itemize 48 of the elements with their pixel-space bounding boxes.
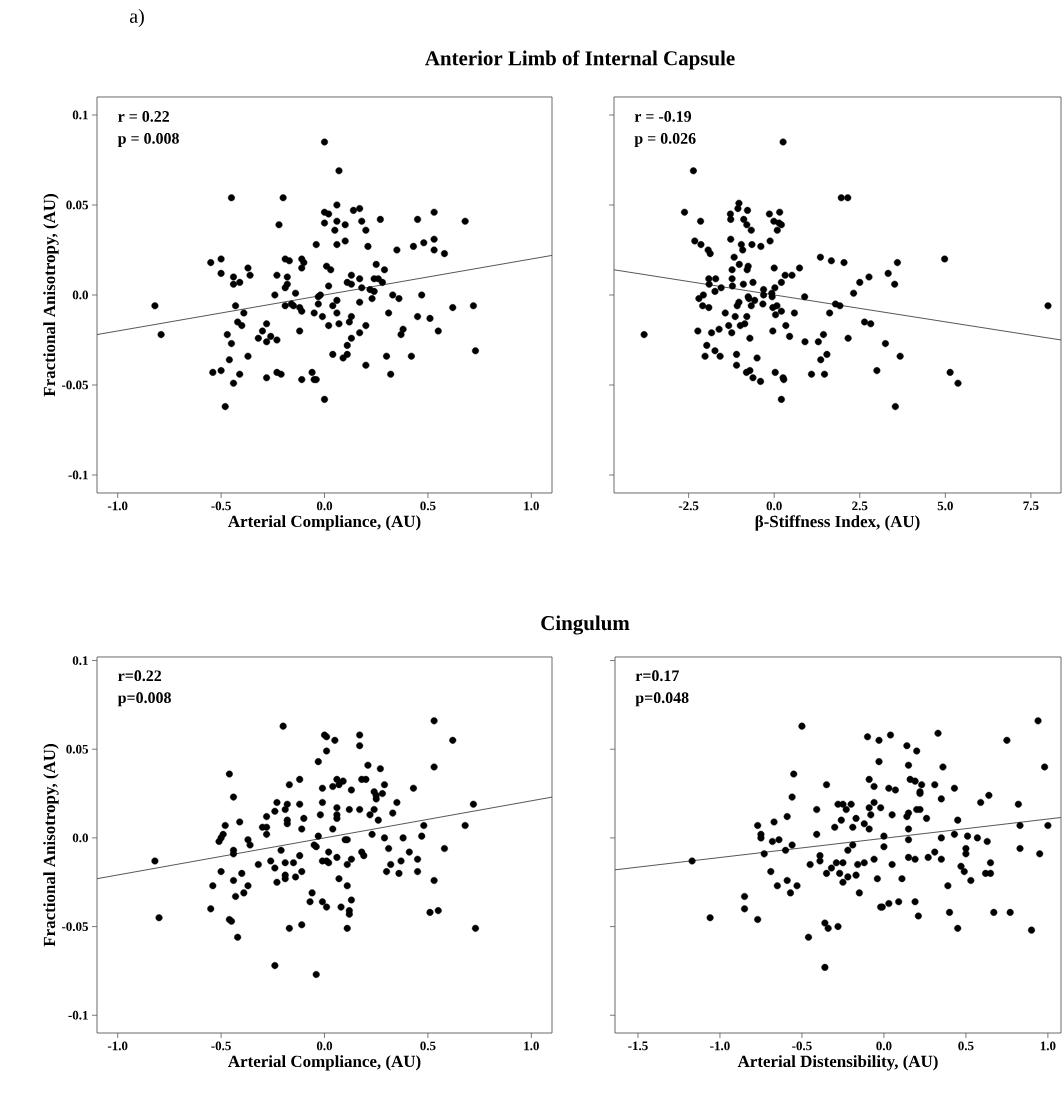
chart-subtitle: Anterior Limb of Internal Capsule [425,50,735,70]
x-tick-label: -2.5 [678,501,699,511]
x-tick-label: 0.5 [420,501,436,511]
x-tick-label: -0.5 [792,1041,812,1051]
x-tick-label: -0.5 [211,501,231,511]
annotation: p=0.008 [117,692,171,707]
x-tick-label: -1.0 [107,501,128,511]
annotation: p=0.048 [635,692,689,707]
annotation: p = 0.008 [117,133,179,148]
chart-subtitle: Cingulum [541,615,630,635]
x-tick-label: 1.0 [1040,1041,1056,1051]
x-tick-label: -0.5 [211,1041,231,1051]
y-tick-label: -0.05 [61,380,88,390]
y-axis-title: Fractional Anisotropy, (AU) [43,194,59,397]
y-tick-label: 0.0 [72,290,88,300]
y-tick-label: 0.1 [72,110,88,120]
annotation: r = -0.19 [634,111,692,122]
x-tick-label: 2.5 [852,501,868,511]
y-tick-label: 0.1 [72,656,88,665]
y-tick-label: -0.1 [68,1010,88,1020]
x-tick-label: -1.0 [107,1041,128,1051]
x-axis-title: Arterial Distensibility, (AU) [737,1055,938,1071]
y-tick-label: 0.05 [66,744,88,754]
annotation: p = 0.026 [634,133,696,148]
x-tick-label: 0.0 [766,501,782,511]
x-tick-label: 0.5 [958,1041,974,1051]
chart-title: a) [129,8,144,28]
y-tick-label: 0.0 [72,833,88,843]
annotation: r=0.22 [118,670,162,682]
x-axis-title: Arterial Compliance, (AU) [228,1055,421,1071]
x-tick-label: 0.0 [316,501,333,511]
annotation: r=0.17 [635,670,679,682]
x-tick-label: -1.5 [628,1041,648,1051]
x-tick-label: 5.0 [937,501,953,511]
x-tick-label: -1.0 [710,1041,730,1051]
annotation: r = 0.22 [118,111,170,122]
y-tick-label: -0.05 [61,922,88,931]
x-tick-label: 1.0 [524,501,539,511]
x-axis-title: Arterial Compliance, (AU) [228,515,421,531]
x-tick-label: 7.5 [1023,501,1039,511]
y-axis-title: Fractional Anisotropy, (AU) [43,744,59,947]
y-tick-label: -0.1 [68,470,88,480]
x-axis-title: β-Stiffness Index, (AU) [755,515,920,531]
x-tick-label: 0.0 [316,1041,333,1051]
y-tick-label: 0.05 [66,200,88,210]
x-tick-label: 0.0 [876,1041,892,1051]
x-tick-label: 1.0 [524,1041,539,1051]
x-tick-label: 0.5 [420,1041,436,1051]
